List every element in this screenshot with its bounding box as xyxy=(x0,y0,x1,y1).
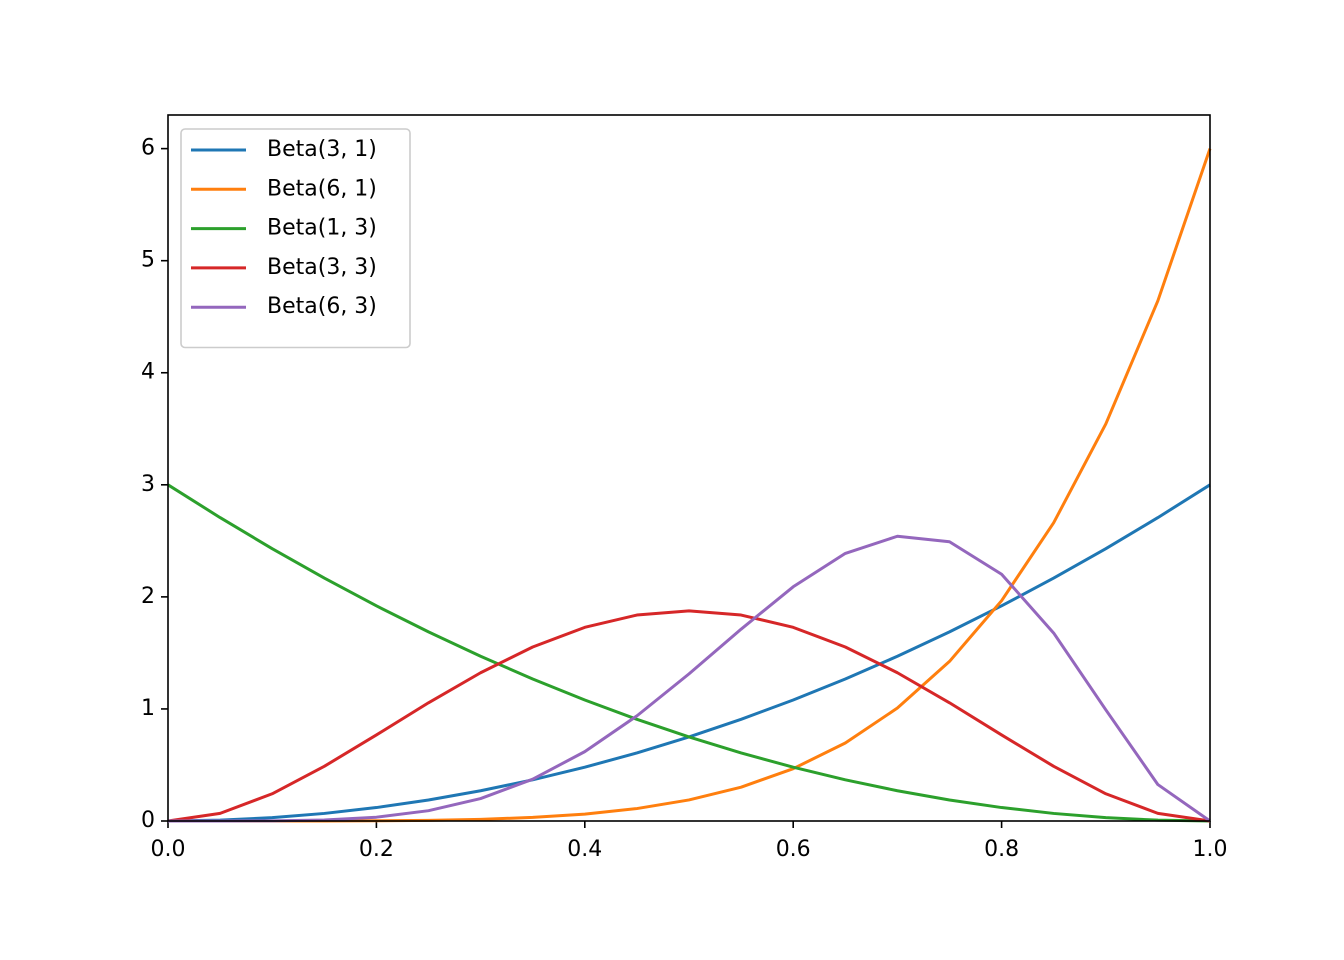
x-tick-label: 1.0 xyxy=(1193,837,1228,862)
line-series xyxy=(168,534,1211,823)
plot-frame xyxy=(167,114,1211,822)
legend-box xyxy=(180,128,411,349)
y-tick-label: 5 xyxy=(141,248,155,273)
legend-label: Beta(6, 3) xyxy=(267,294,377,319)
line-series xyxy=(167,483,1211,823)
legend-label: Beta(1, 3) xyxy=(267,216,377,241)
x-tick-label: 0.4 xyxy=(567,837,602,862)
legend-label: Beta(6, 1) xyxy=(267,176,377,201)
line-series xyxy=(167,609,1211,823)
x-tick-label: 0.2 xyxy=(359,837,394,862)
x-tick-label: 0.6 xyxy=(776,837,811,862)
x-tick-label: 0.8 xyxy=(984,837,1019,862)
x-tick-label: 0.0 xyxy=(151,837,186,862)
y-tick-label: 0 xyxy=(141,808,155,833)
y-tick-label: 4 xyxy=(141,360,155,385)
y-tick-label: 2 xyxy=(141,584,155,609)
legend-label: Beta(3, 3) xyxy=(267,255,377,280)
y-tick-label: 1 xyxy=(141,696,155,721)
legend-label: Beta(3, 1) xyxy=(267,137,377,162)
y-tick-label: 6 xyxy=(141,136,155,161)
y-tick-label: 3 xyxy=(141,472,155,497)
